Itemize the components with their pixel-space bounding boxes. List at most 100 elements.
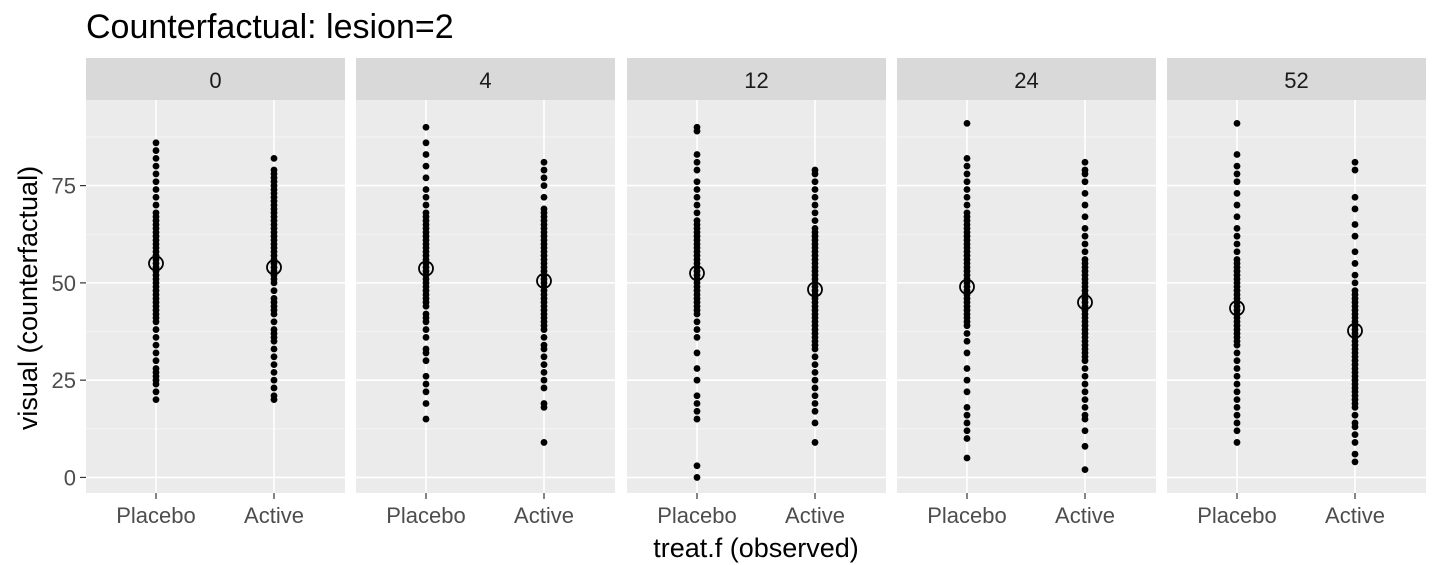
data-point [811, 193, 819, 201]
data-point [693, 201, 701, 209]
data-point [1233, 419, 1241, 427]
data-point [963, 435, 971, 442]
data-point [540, 333, 548, 341]
data-point [1233, 427, 1241, 435]
data-point [540, 182, 548, 190]
data-point [540, 341, 548, 349]
data-point [1081, 365, 1089, 372]
data-point [1081, 372, 1089, 380]
data-point [422, 186, 430, 193]
data-point [540, 368, 548, 376]
panel-background [897, 100, 1156, 493]
data-point [540, 384, 548, 392]
y-tick-label: 0 [64, 465, 76, 490]
facet-panels: 0 Placebo Active 4 Placebo Active 12 Placebo Act… [86, 58, 1426, 528]
y-tick-label: 75 [52, 174, 76, 199]
data-point [422, 326, 430, 333]
facet-panel-52: 52 Placebo Active [1167, 58, 1426, 528]
data-point [422, 201, 430, 209]
data-point [422, 357, 430, 365]
data-point [1233, 380, 1241, 388]
facet-strip-label: 24 [1014, 68, 1038, 93]
data-point [811, 217, 819, 225]
data-point [152, 178, 160, 186]
data-point [1233, 256, 1241, 263]
data-point [963, 427, 971, 435]
data-point [152, 186, 160, 193]
data-point [693, 474, 701, 481]
x-axis-title: treat.f (observed) [653, 533, 859, 563]
data-point [1351, 166, 1359, 174]
data-point [693, 400, 701, 407]
data-point [1351, 260, 1359, 267]
data-point [811, 392, 819, 400]
data-point [1233, 248, 1241, 256]
data-point [1081, 411, 1089, 419]
data-point [811, 225, 819, 232]
data-point [693, 392, 701, 400]
y-tick-label: 25 [52, 368, 76, 393]
data-point [1081, 248, 1089, 256]
data-point [152, 147, 160, 154]
data-point [1233, 119, 1241, 127]
data-point [963, 388, 971, 396]
panel-background [356, 100, 615, 493]
data-point [1081, 225, 1089, 232]
data-point [811, 361, 819, 368]
data-point [811, 186, 819, 193]
data-point [811, 400, 819, 407]
data-point [1351, 271, 1359, 279]
x-tick-label: Active [785, 503, 845, 528]
data-point [1081, 466, 1089, 474]
data-point [270, 318, 278, 326]
x-tick-label: Active [1325, 503, 1385, 528]
panel-background [627, 100, 886, 493]
x-tick-label: Placebo [386, 503, 466, 528]
data-point [1351, 287, 1359, 295]
x-tick-label: Active [1055, 503, 1115, 528]
data-point [270, 154, 278, 162]
data-point [1081, 158, 1089, 166]
data-point [963, 419, 971, 427]
x-tick-label: Active [244, 503, 304, 528]
data-point [811, 439, 819, 446]
x-tick-label: Placebo [1197, 503, 1277, 528]
data-point [422, 162, 430, 170]
data-point [811, 419, 819, 427]
data-point [1351, 232, 1359, 240]
data-point [152, 170, 160, 178]
data-point [270, 326, 278, 333]
data-point [693, 178, 701, 186]
data-point [963, 365, 971, 372]
mean-marker [148, 255, 164, 272]
data-point [152, 201, 160, 209]
data-point [811, 368, 819, 376]
data-point [963, 337, 971, 345]
data-point [963, 201, 971, 209]
data-point [963, 178, 971, 186]
facet-strip-label: 52 [1284, 68, 1308, 93]
data-point [693, 407, 701, 415]
data-point [963, 193, 971, 201]
data-point [1081, 178, 1089, 186]
data-point [811, 384, 819, 392]
data-point [152, 193, 160, 201]
data-point [540, 376, 548, 384]
data-point [1233, 162, 1241, 170]
data-point [540, 400, 548, 407]
data-point [1233, 357, 1241, 365]
data-point [270, 376, 278, 384]
data-point [693, 326, 701, 333]
data-point [1233, 365, 1241, 372]
mean-marker [689, 265, 705, 282]
data-point [693, 217, 701, 225]
data-point [270, 345, 278, 353]
data-point [963, 454, 971, 462]
data-point [422, 310, 430, 318]
data-point [1351, 411, 1359, 419]
data-point [693, 376, 701, 384]
data-point [1081, 442, 1089, 450]
x-tick-label: Placebo [116, 503, 196, 528]
data-point [270, 353, 278, 361]
